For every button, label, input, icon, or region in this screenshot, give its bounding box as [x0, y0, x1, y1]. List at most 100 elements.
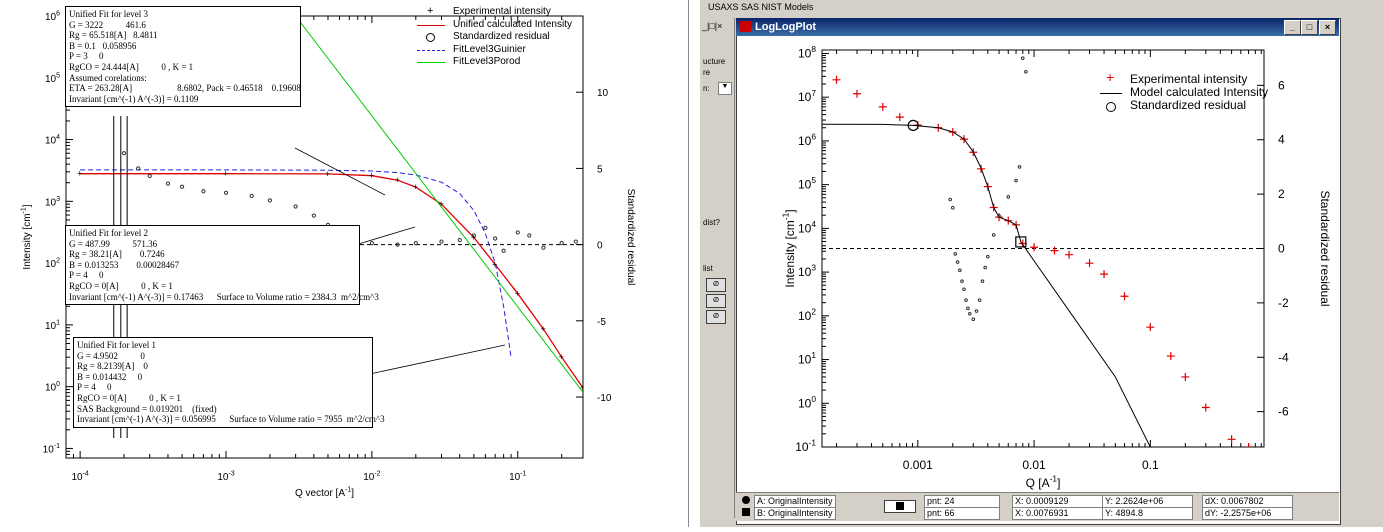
experimental-point	[1201, 403, 1210, 412]
residual-point	[997, 214, 1001, 218]
residual-point	[147, 173, 152, 179]
sidebar-button[interactable]: ⊘	[706, 310, 726, 324]
legend-item: FitLevel3Porod	[417, 56, 572, 69]
y2-tick-label: 0	[1278, 242, 1285, 256]
residual-point	[293, 204, 298, 209]
residual-point	[180, 184, 185, 189]
legend-item: FitLevel3Guinier	[417, 44, 572, 57]
window-title: LogLogPlot	[755, 21, 817, 33]
y2-tick-label: -2	[1278, 296, 1289, 310]
residual-point	[501, 248, 506, 253]
residual-point	[311, 213, 316, 218]
experimental-point: +	[325, 169, 330, 179]
annotation-arrow	[354, 226, 416, 246]
sidebar-button[interactable]: ⊘	[706, 294, 726, 308]
legend-item: + Experimental intensity	[427, 5, 551, 18]
x-tick-label: 10-3	[217, 471, 234, 484]
y-tick-label: 100	[798, 394, 816, 410]
cursor-slider[interactable]	[884, 500, 916, 513]
experimental-point: +	[540, 324, 545, 334]
sidebar-button[interactable]: ⊘	[706, 278, 726, 292]
y2-tick-label: -4	[1278, 350, 1289, 364]
experimental-point	[1065, 250, 1074, 259]
y2-tick-label: 6	[1278, 78, 1285, 92]
residual-point	[1014, 178, 1018, 183]
residual-point	[457, 237, 462, 243]
residual-point	[439, 239, 444, 244]
residual-point	[493, 236, 498, 241]
sidebar-text: n:	[703, 84, 710, 93]
y2-tick-label: 4	[1278, 133, 1285, 147]
annotation-arrow	[294, 147, 386, 196]
residual-point	[948, 197, 953, 202]
cursor-a-icon	[742, 496, 750, 504]
y-tick-label: 102	[798, 306, 816, 322]
residual-point	[964, 298, 968, 302]
experimental-point	[1100, 270, 1109, 279]
cursor-status-bar: A: OriginalIntensity B: OriginalIntensit…	[736, 492, 1339, 521]
experimental-point	[895, 113, 904, 122]
experimental-point: +	[580, 383, 585, 393]
residual-point	[958, 268, 962, 273]
legend-item: Standardized residual	[1100, 99, 1268, 112]
residual-point	[559, 240, 564, 246]
y-tick-label: 105	[798, 175, 816, 191]
sidebar-text: dist?	[703, 218, 720, 227]
y2-tick-label: -6	[1278, 405, 1289, 419]
y-tick-label: 106	[798, 132, 816, 148]
residual-point	[136, 166, 141, 171]
experimental-point	[853, 89, 861, 98]
residual-point	[1024, 69, 1028, 74]
dropdown-arrow-icon[interactable]: ▼	[718, 82, 732, 95]
model-line	[822, 123, 1151, 447]
window-title-bar[interactable]: LogLogPlot _ □ ×	[736, 18, 1339, 36]
experimental-point: +	[471, 232, 476, 242]
y2-tick-label: 2	[1278, 187, 1285, 201]
y-tick-label: 104	[45, 134, 60, 147]
residual-point	[966, 306, 970, 311]
y-tick-label: 105	[45, 72, 60, 85]
residual-point	[201, 189, 206, 194]
cursor-b-point: pnt: 66	[924, 507, 1000, 520]
experimental-point	[1166, 352, 1175, 361]
y-tick-label: 108	[798, 44, 816, 60]
residual-point	[515, 230, 520, 235]
series-line	[80, 169, 512, 358]
y-tick-label: 10-1	[795, 438, 816, 454]
unified-fit-chart: 10-4 10-3 10-2 10-110-110010110210310410510…	[21, 11, 637, 500]
level1-info-box: Unified Fit for level 1 G = 4.9502 0 Rg …	[73, 337, 385, 428]
experimental-point: +	[395, 175, 400, 185]
residual-point	[955, 260, 960, 264]
residual-point	[527, 233, 532, 238]
level3-info-box: Unified Fit for level 3 G = 3222 461.6 R…	[65, 6, 301, 108]
experimental-point	[1085, 259, 1094, 268]
experimental-point	[1227, 435, 1236, 444]
cursor-a-marker	[907, 119, 919, 132]
maximize-button[interactable]: □	[1301, 20, 1318, 35]
residual-point	[395, 242, 400, 247]
residual-point	[249, 193, 254, 198]
y2-tick-label: 10	[597, 88, 609, 99]
sidebar-text: list	[703, 264, 713, 273]
close-button[interactable]: ×	[1319, 20, 1336, 35]
residual-point	[1020, 56, 1025, 60]
legend-label: Unified calculated Intensity	[453, 18, 572, 30]
legend-item: Standardized residual	[417, 31, 572, 44]
legend-label: FitLevel3Guinier	[453, 43, 526, 55]
annotation-arrow	[364, 344, 506, 376]
sidebar-window-buttons: _|□|×	[702, 21, 723, 31]
y2-tick-label: 0	[597, 241, 603, 252]
legend-item: + Experimental intensity	[1106, 68, 1248, 86]
residual-point	[950, 205, 955, 210]
y2-tick-label: -10	[597, 393, 612, 404]
x-tick-label: 0.001	[903, 458, 933, 472]
y2-tick-label: 5	[597, 164, 603, 175]
experimental-point	[1120, 292, 1129, 301]
experimental-point: +	[438, 199, 443, 209]
y2-tick-label: -5	[597, 317, 606, 328]
x-axis-label: Q [A-1]	[1026, 474, 1061, 490]
left-legend: + Experimental intensity Unified calculat…	[417, 5, 572, 69]
y-tick-label: 107	[798, 88, 816, 104]
cursor-b-trace[interactable]: B: OriginalIntensity	[754, 507, 836, 520]
minimize-button[interactable]: _	[1284, 20, 1301, 35]
